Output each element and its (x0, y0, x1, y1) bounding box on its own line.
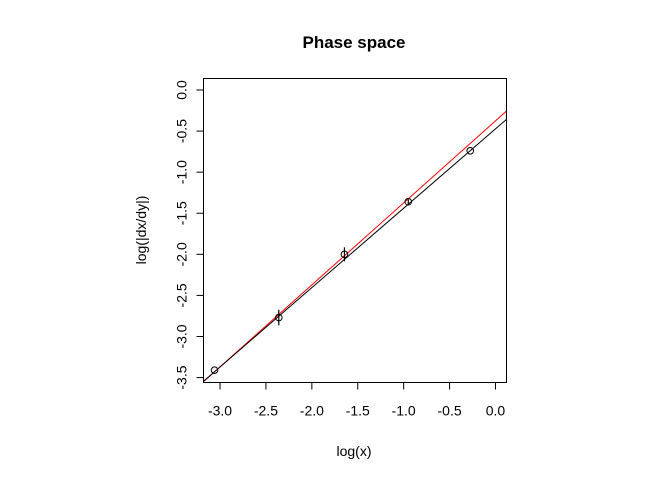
fit-line-1 (203, 110, 507, 383)
y-tick-label: -3.5 (174, 365, 190, 389)
x-tick-label: -2.0 (300, 403, 324, 419)
y-tick-label: 0.0 (174, 80, 190, 100)
x-tick-label: 0.0 (486, 403, 506, 419)
data-point (340, 250, 349, 259)
x-tick-label: -0.5 (438, 403, 462, 419)
x-tick-label: -2.5 (254, 403, 278, 419)
y-tick-label: -2.5 (174, 283, 190, 307)
y-tick-label: -1.0 (174, 160, 190, 184)
data-point (404, 197, 413, 206)
x-tick-label: -1.0 (392, 403, 416, 419)
data-point (466, 147, 475, 155)
fit-line-2 (203, 118, 507, 382)
y-axis-label: log(|dx/dy|) (133, 196, 149, 265)
x-tick-label: -1.5 (346, 403, 370, 419)
x-axis-label: log(x) (336, 443, 371, 459)
chart-title: Phase space (302, 33, 405, 52)
x-tick-label: -3.0 (208, 403, 232, 419)
data-point (210, 366, 219, 374)
y-tick-label: -1.5 (174, 201, 190, 225)
y-tick-label: -0.5 (174, 119, 190, 143)
y-tick-label: -3.0 (174, 324, 190, 348)
plot-box (203, 78, 507, 383)
data-point (274, 313, 283, 322)
y-tick-label: -2.0 (174, 242, 190, 266)
